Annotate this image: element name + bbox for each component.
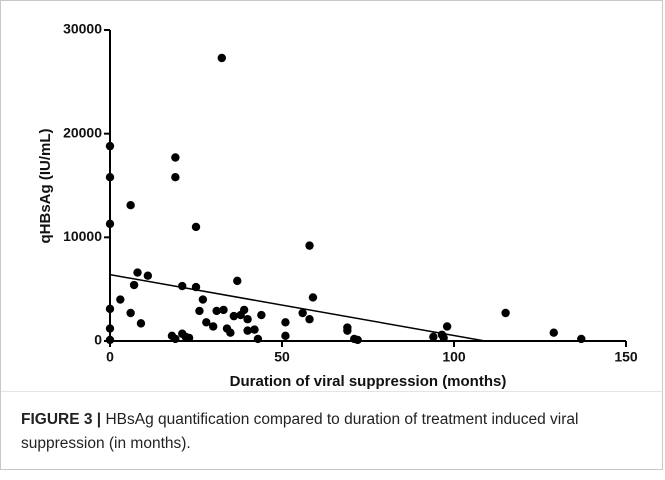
y-tick-label: 0 bbox=[94, 332, 102, 348]
point bbox=[250, 325, 259, 334]
point bbox=[217, 53, 226, 63]
point bbox=[442, 322, 452, 331]
point bbox=[281, 331, 290, 341]
point bbox=[133, 268, 142, 277]
y-tick-label: 20000 bbox=[63, 124, 102, 140]
point bbox=[253, 334, 263, 344]
x-tick-label: 150 bbox=[614, 349, 638, 365]
point bbox=[191, 282, 201, 292]
point bbox=[353, 335, 362, 345]
caption: FIGURE 3 | HBsAg quantification compared… bbox=[0, 392, 663, 470]
point bbox=[143, 271, 153, 280]
point bbox=[501, 308, 510, 318]
point bbox=[257, 310, 266, 320]
point bbox=[129, 280, 139, 290]
point bbox=[178, 281, 187, 291]
x-tick-label: 100 bbox=[442, 349, 466, 365]
point bbox=[429, 332, 438, 342]
point bbox=[181, 332, 190, 342]
point bbox=[308, 293, 318, 302]
point bbox=[126, 308, 135, 318]
point bbox=[243, 315, 252, 324]
y-axis-label: qHBsAg (IU/mL) bbox=[37, 129, 54, 244]
point bbox=[105, 219, 115, 229]
point bbox=[229, 311, 239, 321]
point bbox=[209, 322, 218, 331]
point bbox=[305, 241, 314, 250]
point bbox=[239, 305, 249, 315]
y-tick-label: 10000 bbox=[63, 228, 102, 244]
point bbox=[198, 295, 208, 304]
point bbox=[126, 200, 135, 210]
point bbox=[105, 335, 115, 345]
point bbox=[212, 306, 221, 316]
point bbox=[305, 315, 314, 324]
point bbox=[105, 173, 115, 182]
point bbox=[171, 153, 180, 162]
point bbox=[105, 141, 115, 151]
point bbox=[243, 326, 252, 335]
point bbox=[171, 173, 180, 182]
point bbox=[298, 308, 307, 318]
point bbox=[136, 319, 146, 328]
point bbox=[116, 295, 125, 304]
point bbox=[226, 328, 235, 337]
point bbox=[105, 324, 115, 333]
point bbox=[202, 318, 211, 327]
frame bbox=[0, 0, 663, 392]
point bbox=[549, 328, 558, 337]
point bbox=[171, 334, 180, 344]
point bbox=[281, 318, 290, 327]
point bbox=[191, 222, 201, 232]
point bbox=[577, 334, 586, 344]
point bbox=[437, 330, 447, 339]
point bbox=[105, 304, 115, 314]
point bbox=[195, 306, 204, 316]
x-tick-label: 0 bbox=[106, 349, 114, 365]
point bbox=[343, 326, 352, 335]
fit-line bbox=[109, 273, 486, 342]
point bbox=[233, 276, 242, 286]
y-tick-label: 30000 bbox=[63, 21, 102, 37]
caption-label: FIGURE 3 | bbox=[21, 411, 102, 428]
chart: Duration of viral suppression (months) q… bbox=[0, 0, 663, 392]
x-tick-label: 50 bbox=[274, 349, 290, 365]
x-axis-label: Duration of viral suppression (months) bbox=[230, 373, 507, 390]
point bbox=[219, 305, 228, 315]
caption-text: HBsAg quantification compared to duratio… bbox=[21, 411, 579, 452]
